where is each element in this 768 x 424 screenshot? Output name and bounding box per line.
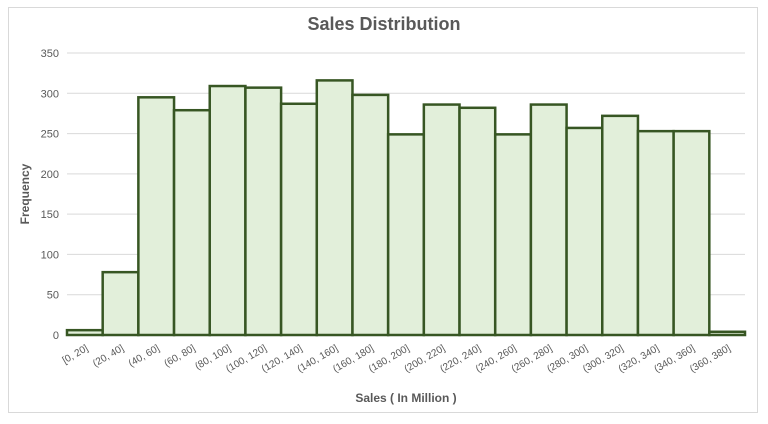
chart-title: Sales Distribution	[307, 14, 461, 34]
bar	[601, 114, 640, 337]
bar	[458, 106, 497, 337]
bar	[422, 103, 461, 337]
bar	[386, 133, 426, 337]
bar	[529, 103, 568, 337]
bar	[101, 270, 140, 337]
bar	[65, 328, 104, 337]
y-tick-label: 350	[41, 48, 59, 60]
x-tick-label: (20, 40]	[91, 343, 126, 370]
y-tick-label: 150	[41, 209, 59, 221]
x-tick-label: (360, 380]	[688, 343, 733, 375]
bar	[279, 102, 319, 337]
y-tick-label: 250	[41, 129, 59, 141]
bar	[208, 84, 247, 337]
bar	[351, 93, 390, 337]
y-tick-label: 0	[53, 330, 59, 342]
x-axis-label: Sales ( In Million )	[355, 391, 456, 405]
bar	[565, 126, 604, 337]
x-tick-label: [0, 20]	[61, 343, 91, 367]
bar	[244, 86, 283, 337]
y-tick-labels: 0 50 100 150 200 250 300 350	[41, 48, 59, 342]
bars	[65, 79, 747, 337]
y-axis-label: Frequency	[18, 163, 32, 224]
bar	[493, 133, 533, 337]
y-tick-label: 300	[41, 88, 59, 100]
x-tick-label: (60, 80]	[163, 343, 198, 370]
y-tick-label: 50	[47, 290, 59, 302]
bar	[672, 129, 711, 337]
y-tick-label: 100	[41, 249, 59, 261]
bar	[172, 108, 211, 337]
x-tick-labels: [0, 20] (20, 40] (40, 60] (60, 80](80, 100]…	[61, 343, 733, 375]
x-tick-label: (40, 60]	[127, 343, 162, 370]
bar	[315, 79, 354, 337]
bar	[137, 96, 176, 337]
y-tick-label: 200	[41, 169, 59, 181]
bar	[708, 330, 747, 337]
bar	[636, 129, 675, 337]
